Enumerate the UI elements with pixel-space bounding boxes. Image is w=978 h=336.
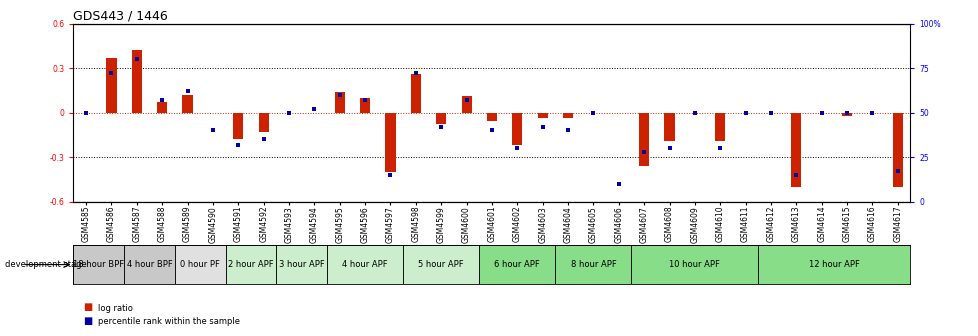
Bar — [562, 113, 572, 119]
Text: 3 hour APF: 3 hour APF — [279, 260, 325, 269]
Bar — [555, 245, 631, 284]
Bar — [479, 245, 555, 284]
Bar — [124, 245, 175, 284]
Bar — [73, 245, 124, 284]
Bar — [225, 245, 276, 284]
Bar — [537, 113, 547, 119]
Bar — [631, 245, 758, 284]
Text: 5 hour APF: 5 hour APF — [418, 260, 464, 269]
Text: 4 hour APF: 4 hour APF — [342, 260, 387, 269]
Bar — [892, 113, 902, 187]
Text: 4 hour BPF: 4 hour BPF — [126, 260, 172, 269]
Bar — [156, 102, 167, 113]
Bar — [385, 113, 395, 172]
Bar — [841, 113, 851, 116]
Text: 18 hour BPF: 18 hour BPF — [73, 260, 124, 269]
Bar — [276, 245, 327, 284]
Bar — [233, 113, 244, 139]
Bar — [411, 74, 421, 113]
Text: ■: ■ — [83, 302, 92, 312]
Bar — [758, 245, 910, 284]
Text: ■: ■ — [83, 316, 92, 326]
Bar — [327, 245, 403, 284]
Bar — [334, 92, 344, 113]
Text: percentile rank within the sample: percentile rank within the sample — [98, 318, 240, 326]
Text: 8 hour APF: 8 hour APF — [570, 260, 616, 269]
Text: 2 hour APF: 2 hour APF — [228, 260, 274, 269]
Bar — [511, 113, 522, 145]
Bar — [182, 95, 193, 113]
Bar — [790, 113, 801, 187]
Bar — [360, 98, 370, 113]
Bar — [403, 245, 479, 284]
Text: GDS443 / 1446: GDS443 / 1446 — [73, 9, 168, 23]
Bar — [639, 113, 648, 166]
Bar — [132, 50, 142, 113]
Text: 0 hour PF: 0 hour PF — [180, 260, 220, 269]
Text: 10 hour APF: 10 hour APF — [669, 260, 720, 269]
Text: 6 hour APF: 6 hour APF — [494, 260, 540, 269]
Text: development stage: development stage — [5, 260, 87, 269]
Bar — [486, 113, 497, 122]
Bar — [664, 113, 674, 141]
Bar — [714, 113, 725, 141]
Bar — [175, 245, 225, 284]
Bar — [435, 113, 446, 124]
Bar — [107, 58, 116, 113]
Bar — [258, 113, 268, 132]
Text: 12 hour APF: 12 hour APF — [808, 260, 859, 269]
Text: log ratio: log ratio — [98, 304, 133, 313]
Bar — [461, 96, 471, 113]
